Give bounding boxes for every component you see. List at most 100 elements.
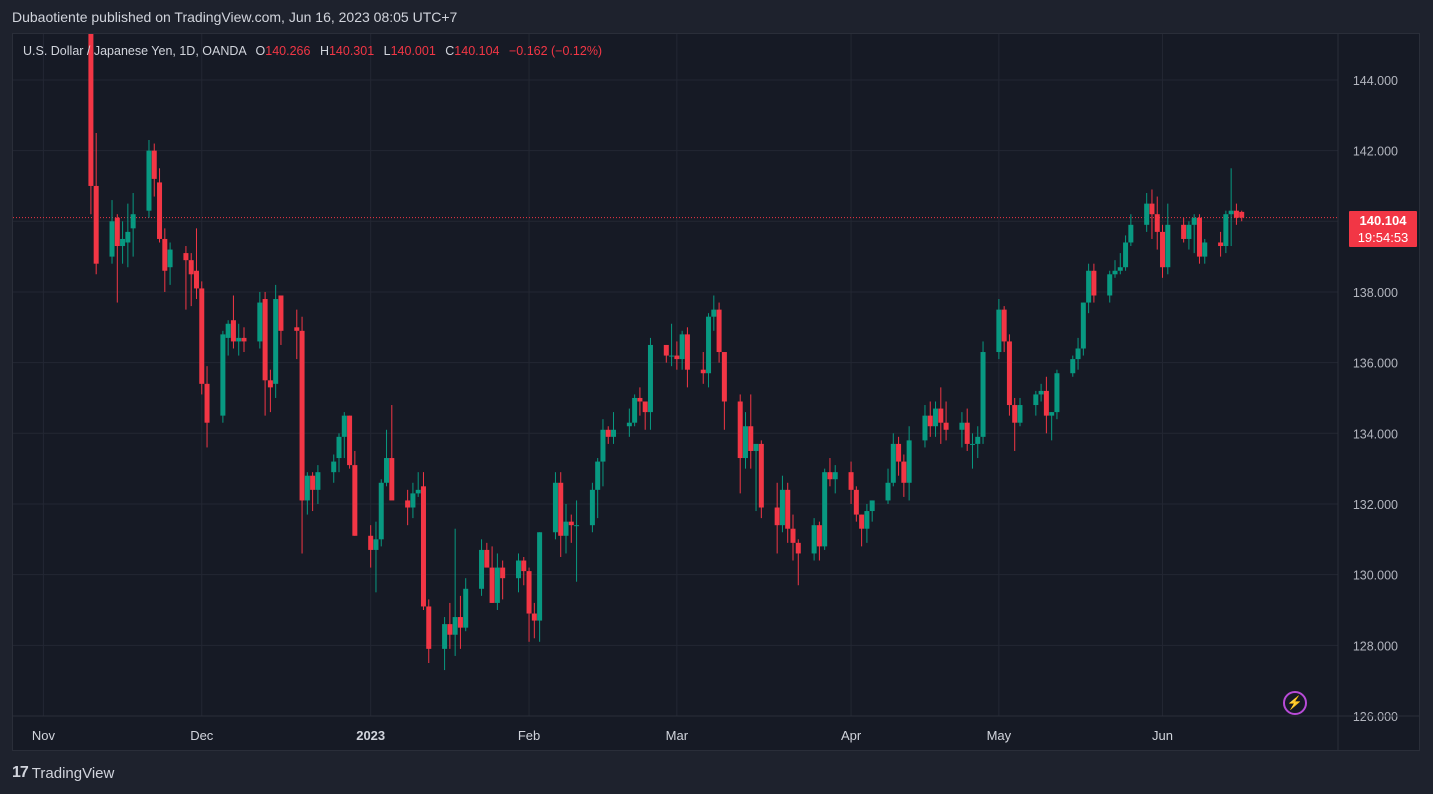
candle[interactable] [494,553,500,610]
candle[interactable] [816,521,822,561]
candle[interactable] [896,436,902,476]
candle[interactable] [447,602,453,649]
candle[interactable] [1233,203,1239,225]
candle[interactable] [1196,214,1202,264]
candle[interactable] [927,401,933,437]
candle[interactable] [125,203,131,268]
candles[interactable] [15,34,1245,671]
candle[interactable] [299,316,305,554]
candle[interactable] [996,299,1002,360]
candle[interactable] [1123,235,1129,271]
candle[interactable] [93,132,99,275]
candle[interactable] [632,394,638,427]
candle[interactable] [88,34,94,215]
candle[interactable] [589,482,595,533]
candle[interactable] [479,539,485,596]
candle[interactable] [278,295,284,345]
candle[interactable] [1070,355,1076,377]
candle[interactable] [1218,231,1224,257]
candle[interactable] [352,450,358,536]
candle[interactable] [642,401,648,430]
candle[interactable] [1128,214,1134,247]
candle[interactable] [595,458,601,519]
candle[interactable] [151,143,157,197]
candle[interactable] [822,468,828,550]
candle[interactable] [426,599,432,663]
candle[interactable] [489,546,495,603]
candle[interactable] [463,578,469,632]
candle[interactable] [964,408,970,451]
candle[interactable] [906,426,912,501]
price-axis[interactable]: 144.000142.000140.000138.000136.000134.0… [1337,34,1398,750]
candle[interactable] [273,284,279,398]
candle[interactable] [410,482,416,519]
candle[interactable] [1107,270,1113,303]
candle[interactable] [1144,193,1150,232]
candle[interactable] [199,281,205,395]
candle[interactable] [378,479,384,547]
candle[interactable] [146,140,152,218]
candle[interactable] [869,500,875,522]
candle[interactable] [647,337,653,430]
candle[interactable] [157,168,163,243]
candle[interactable] [1117,253,1123,275]
candle[interactable] [1149,189,1155,239]
candle[interactable] [120,221,126,264]
candle[interactable] [1181,217,1187,243]
candle[interactable] [684,327,690,388]
candle[interactable] [605,426,611,444]
candle[interactable] [853,486,859,522]
candle[interactable] [230,295,236,349]
candle[interactable] [452,528,458,656]
candle[interactable] [790,514,796,561]
candle[interactable] [737,394,743,494]
time-axis[interactable]: Nov Dec 2023 Feb Mar Apr May Jun [13,715,1419,743]
chart-panel[interactable]: 144.000142.000140.000138.000136.000134.0… [12,33,1420,751]
candle[interactable] [748,394,754,469]
candle[interactable] [1223,210,1229,254]
candle[interactable] [938,387,944,444]
candle[interactable] [1012,397,1018,451]
candle[interactable] [774,482,780,554]
candle[interactable] [742,412,748,469]
candle[interactable] [204,366,210,448]
candle[interactable] [1054,369,1060,420]
candle[interactable] [500,560,506,600]
candle[interactable] [193,228,199,300]
candle[interactable] [1033,390,1039,416]
candle[interactable] [531,602,537,639]
candle[interactable] [262,291,268,416]
candle[interactable] [758,440,764,519]
candle[interactable] [1239,210,1245,222]
candle[interactable] [241,327,247,353]
candlestick-chart[interactable]: 144.000142.000140.000138.000136.000134.0… [13,34,1419,750]
candle[interactable] [753,443,759,512]
candle[interactable] [611,412,617,444]
candle[interactable] [457,595,463,649]
candle[interactable] [975,426,981,459]
candle[interactable] [384,429,390,487]
candle[interactable] [405,489,411,526]
candle[interactable] [1049,412,1055,441]
symbol-name[interactable]: U.S. Dollar / Japanese Yen, 1D, OANDA [23,44,247,58]
candle[interactable] [220,330,226,423]
candle[interactable] [521,556,527,586]
candle[interactable] [811,518,817,561]
candle[interactable] [368,525,374,568]
candle[interactable] [420,472,426,610]
candle[interactable] [563,503,569,554]
candle[interactable] [167,242,173,285]
candle[interactable] [864,503,870,543]
candle[interactable] [706,313,712,388]
candle[interactable] [1043,376,1049,434]
candle[interactable] [389,405,395,501]
candle[interactable] [341,412,347,459]
candle[interactable] [721,352,727,430]
candle[interactable] [315,465,321,504]
candle[interactable] [1086,263,1092,314]
candle[interactable] [700,352,706,384]
candle[interactable] [901,454,907,497]
candle[interactable] [933,401,939,437]
candle[interactable] [225,320,231,356]
candle[interactable] [980,341,986,444]
